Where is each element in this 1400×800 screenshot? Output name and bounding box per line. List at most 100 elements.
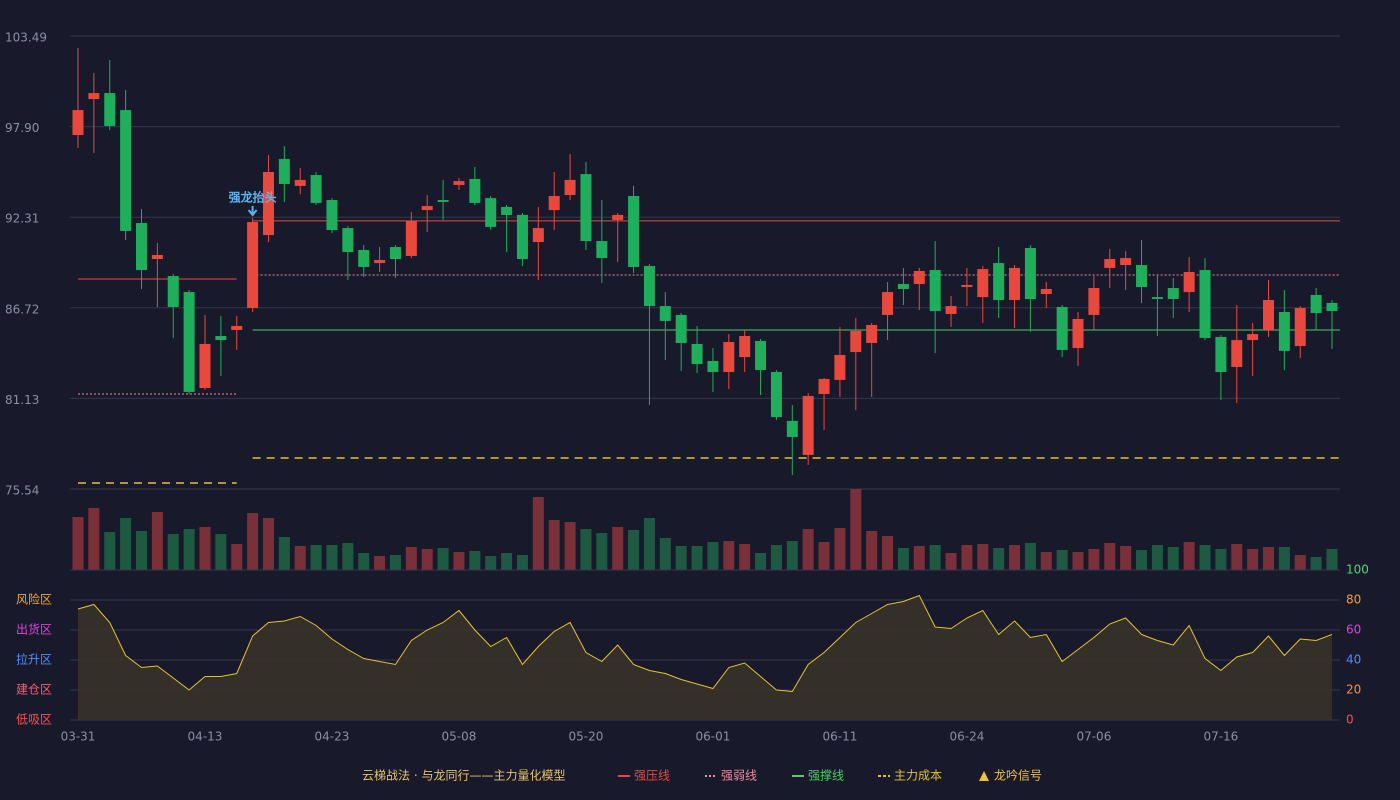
legend-label: 强撑线 [808, 768, 844, 783]
volume-bar [882, 536, 894, 570]
volume-bar [310, 545, 322, 570]
volume-bar [151, 512, 163, 570]
volume-bar [977, 544, 989, 570]
candle-body [1040, 288, 1052, 295]
candle-body [580, 174, 592, 242]
legend-label: 强弱线 [721, 769, 757, 783]
volume-bar [120, 518, 132, 570]
x-tick-label: 03-31 [61, 730, 96, 744]
volume-bar [1263, 547, 1275, 570]
volume-bar [1247, 549, 1259, 570]
candle-body [405, 220, 417, 256]
volume-bar [739, 544, 751, 570]
candle-body [262, 171, 274, 236]
volume-bar [786, 541, 798, 570]
volume-bar [580, 529, 592, 570]
volume-bar [262, 518, 274, 570]
volume-bar [1040, 552, 1052, 570]
volume-bar [247, 513, 259, 570]
y2-tick-label: 0 [1346, 713, 1354, 727]
legend-title: 云梯战法 · 与龙同行——主力量化模型 [362, 769, 565, 783]
volume-bar [802, 529, 814, 570]
x-tick-label: 06-01 [695, 730, 730, 744]
candle-body [929, 270, 941, 312]
zone-label: 风险区 [16, 592, 52, 607]
volume-bar [88, 508, 100, 570]
candle-body [389, 247, 401, 260]
candle-body [707, 360, 719, 372]
candle-body [1215, 336, 1227, 372]
volume-bar [612, 527, 624, 570]
y2-tick-label: 40 [1346, 653, 1361, 667]
y-tick-label: 86.72 [5, 302, 39, 316]
volume-bar [72, 517, 84, 570]
x-tick-label: 06-11 [822, 730, 857, 744]
volume-bar [199, 527, 211, 570]
volume-bar [707, 542, 719, 570]
candle-body [1247, 334, 1259, 341]
zone-label: 建仓区 [16, 683, 52, 697]
volume-bar [389, 555, 401, 570]
volume-bar [294, 546, 306, 570]
volume-bar [183, 529, 195, 570]
candle-body [1294, 307, 1306, 347]
candle-body [167, 276, 179, 307]
candle-body [675, 314, 687, 343]
volume-bar [215, 534, 227, 570]
candle-body [294, 179, 306, 186]
volume-bar [961, 545, 973, 570]
volume-bar [421, 549, 433, 570]
volume-bar [675, 546, 687, 570]
candle-body [643, 265, 655, 307]
volume-bar [437, 548, 449, 570]
candle-body [72, 110, 84, 136]
volume-bar [643, 518, 655, 570]
volume-bar [516, 555, 528, 570]
volume-bar [1056, 550, 1068, 570]
volume-bar [770, 545, 782, 570]
volume-bar [548, 520, 560, 570]
volume-bar [532, 497, 544, 570]
candle-body [1167, 288, 1179, 300]
legend-label: 强压线 [634, 769, 670, 783]
candle-body [1056, 306, 1068, 350]
candle-body [1326, 302, 1338, 312]
x-tick-label: 04-23 [315, 730, 350, 744]
candle-body [659, 306, 671, 321]
candle-body [913, 271, 925, 284]
x-tick-label: 04-13 [188, 730, 223, 744]
candle-body [453, 181, 465, 185]
volume-bar [485, 556, 497, 570]
y2-tick-label: 100 [1346, 563, 1369, 577]
x-tick-label: 07-06 [1076, 730, 1111, 744]
candle-body [326, 200, 338, 231]
y2-tick-label: 60 [1346, 623, 1361, 637]
y-tick-label: 103.49 [5, 31, 47, 45]
candle-body [802, 395, 814, 455]
volume-bar [1231, 544, 1243, 570]
volume-bar [326, 545, 338, 570]
candle-body [1263, 300, 1275, 331]
candle-body [1136, 265, 1148, 288]
volume-bar [1199, 545, 1211, 570]
candle-body [342, 228, 354, 253]
candle-body [897, 283, 909, 289]
volume-bar [135, 531, 147, 570]
volume-bar [1024, 543, 1036, 570]
volume-bar [1215, 549, 1227, 570]
candle-body [104, 93, 116, 126]
candle-body [516, 214, 528, 260]
volume-bar [659, 538, 671, 570]
candle-body [1183, 271, 1195, 293]
y2-tick-label: 80 [1346, 593, 1361, 607]
annotation-arrow [247, 206, 258, 217]
candle-body [421, 206, 433, 211]
candle-body [310, 175, 322, 203]
candle-body [691, 343, 703, 365]
y-tick-label: 75.54 [5, 484, 39, 498]
candle-body [437, 200, 449, 202]
x-tick-label: 05-20 [569, 730, 604, 744]
volume-bar [897, 548, 909, 570]
volume-bar [850, 489, 862, 570]
